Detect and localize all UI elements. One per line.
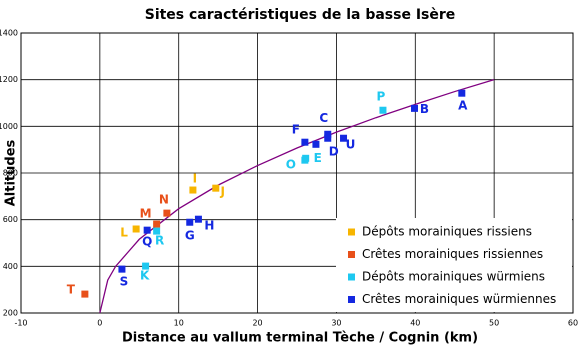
legend-swatch (348, 228, 355, 236)
point (458, 89, 466, 97)
x-tick-label: 10 (174, 319, 184, 328)
point (189, 186, 197, 194)
point-label: I (193, 172, 197, 186)
y-axis-label: Altitudes (4, 139, 19, 206)
legend-swatch (348, 273, 355, 281)
point (118, 265, 126, 273)
point (153, 220, 161, 228)
x-tick-label: 30 (331, 319, 341, 328)
point-label: M (140, 207, 152, 221)
point (410, 104, 418, 112)
point-label: C (319, 111, 328, 125)
legend-label: Dépôts morainiques rissiens (362, 225, 532, 239)
point-label: G (185, 229, 195, 243)
point-label: L (120, 226, 128, 240)
y-tick-label: 1400 (0, 29, 18, 38)
point (132, 225, 140, 233)
point (340, 134, 348, 142)
point-label: U (346, 138, 356, 152)
trend-line (99, 79, 495, 314)
y-tick-label: 600 (3, 215, 18, 224)
point-label: D (329, 145, 339, 159)
point (186, 218, 194, 226)
point (301, 138, 309, 146)
point-label: B (420, 102, 429, 116)
point-label: H (204, 219, 214, 233)
point-label: Q (142, 235, 152, 249)
point (163, 209, 171, 217)
x-axis-label: Distance au vallum terminal Tèche / Cogn… (122, 331, 478, 346)
y-tick-label: 200 (3, 309, 18, 318)
chart-title: Sites caractéristiques de la basse Isère (145, 7, 456, 23)
point-label: A (458, 99, 468, 113)
point (212, 184, 220, 192)
point (143, 226, 151, 234)
point (142, 262, 150, 270)
point (312, 140, 320, 148)
point (379, 106, 387, 114)
x-tick-label: 50 (489, 319, 499, 328)
x-tick-label: 0 (97, 319, 102, 328)
point (153, 227, 161, 235)
point-label: R (155, 234, 164, 248)
point-label: N (159, 193, 169, 207)
y-tick-label: 1000 (0, 122, 18, 131)
point-label: S (120, 275, 129, 289)
legend-label: Crêtes morainiques rissiennes (362, 247, 543, 261)
legend-label: Crêtes morainiques würmiennes (362, 292, 556, 306)
y-tick-label: 400 (3, 262, 18, 271)
x-tick-label: -10 (14, 319, 27, 328)
point (302, 154, 310, 162)
point-label: O (286, 158, 296, 172)
legend-swatch (348, 296, 355, 303)
x-tick-label: 20 (252, 319, 262, 328)
y-tick-label: 800 (3, 169, 18, 178)
point (324, 130, 332, 138)
point-label: P (377, 90, 386, 104)
point-label: J (220, 185, 225, 199)
x-tick-label: 40 (410, 319, 420, 328)
point (81, 290, 89, 298)
legend-box (336, 218, 572, 312)
x-tick-label: 60 (568, 319, 578, 328)
point-label: E (314, 151, 322, 165)
y-tick-label: 1200 (0, 75, 18, 84)
point-label: T (67, 283, 76, 297)
point-label: F (292, 123, 300, 137)
point-label: K (140, 269, 150, 283)
point (324, 134, 332, 142)
legend-swatch (348, 251, 355, 258)
point (194, 215, 202, 223)
legend-label: Dépôts morainiques würmiens (362, 270, 545, 284)
